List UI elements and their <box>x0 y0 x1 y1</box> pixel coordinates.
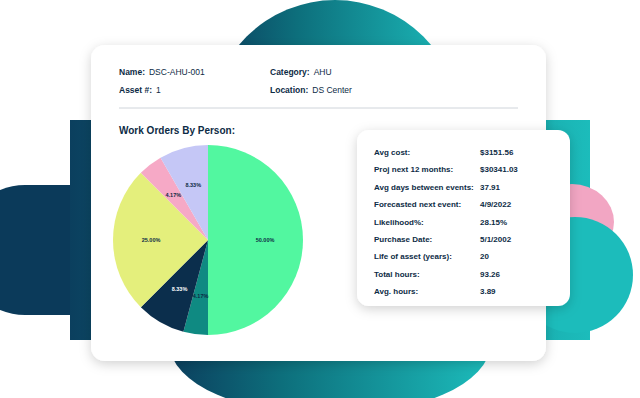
data-label: 50.00% <box>256 237 275 243</box>
stat-label: Proj next 12 months: <box>374 165 453 174</box>
field-label: Name: <box>119 67 145 77</box>
stat-label: Avg cost: <box>374 148 410 157</box>
field-label: Location: <box>270 85 308 95</box>
field-label: Asset #: <box>119 85 152 95</box>
divider <box>119 108 518 109</box>
stat-value: $3151.56 <box>480 148 514 157</box>
header-field: Location: DS Center <box>270 85 352 95</box>
stats: Avg cost: $3151.56 Proj next 12 months: $30… <box>374 148 518 296</box>
stat-value: $30341.03 <box>480 165 518 174</box>
stat-value: 37.91 <box>480 183 501 192</box>
pie-slice <box>208 145 303 335</box>
pie <box>113 145 303 335</box>
field-value: AHU <box>314 67 332 77</box>
data-label: 8.33% <box>172 286 188 292</box>
stat-label: Likelihood%: <box>374 218 424 227</box>
stat-value: 93.26 <box>480 270 501 279</box>
background-cloud <box>0 0 633 398</box>
pie-slice <box>161 145 208 240</box>
header-field: Name: DSC-AHU-001 <box>119 67 205 77</box>
stat-label: Life of asset (years): <box>374 252 452 261</box>
stat-value: 3.89 <box>480 287 496 296</box>
canvas: Name: DSC-AHU-001 Category: AHU Asset #: 1 Loc… <box>0 0 640 398</box>
data-label: 8.33% <box>185 182 201 188</box>
header-field: Asset #: 1 <box>119 85 161 95</box>
stat-label: Total hours: <box>374 270 420 279</box>
field-value: DSC-AHU-001 <box>149 67 205 77</box>
chart-title: Work Orders By Person: <box>119 125 235 136</box>
stat-value: 4/9/2022 <box>480 200 512 209</box>
stat-value: 20 <box>480 252 489 261</box>
stats-card <box>357 130 570 306</box>
stat-value: 28.15% <box>480 218 507 227</box>
stat-label: Forecasted next event: <box>374 200 461 209</box>
data-labels: 50.00%4.17%8.33%25.00%4.17%8.33% <box>142 182 275 300</box>
field-value: DS Center <box>312 85 352 95</box>
stat-label: Avg. hours: <box>374 287 418 296</box>
data-label: 4.17% <box>166 192 182 198</box>
stat-label: Purchase Date: <box>374 235 432 244</box>
data-label: 4.17% <box>193 293 209 299</box>
field-label: Category: <box>270 67 310 77</box>
stat-label: Avg days between events: <box>374 183 474 192</box>
header-field: Category: AHU <box>270 67 332 77</box>
stat-value: 5/1/2002 <box>480 235 512 244</box>
data-label: 25.00% <box>142 237 161 243</box>
field-value: 1 <box>156 85 161 95</box>
